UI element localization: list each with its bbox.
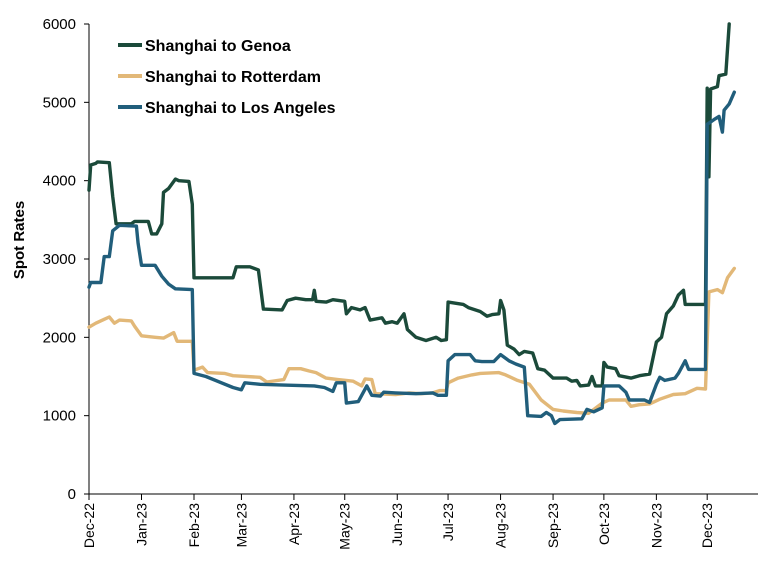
- x-tick-label: Aug-23: [493, 503, 509, 548]
- x-tick-label: Sep-23: [545, 503, 561, 548]
- y-tick-label: 3000: [43, 251, 76, 268]
- y-tick-label: 4000: [43, 173, 76, 190]
- series-line-1: [87, 22, 731, 388]
- x-tick-label: Jul-23: [440, 503, 456, 541]
- x-tick-label: Dec-22: [81, 503, 97, 548]
- y-tick-label: 6000: [43, 16, 76, 33]
- x-tick-label: Jun-23: [389, 503, 405, 546]
- y-tick-label: 5000: [43, 94, 76, 111]
- x-tick-label: Nov-23: [648, 503, 664, 548]
- legend: Shanghai to Genoa Shanghai to Rotterdam Sh…: [118, 38, 336, 117]
- y-tick-label: 0: [68, 486, 76, 503]
- x-tick-label: Mar-23: [233, 503, 249, 548]
- x-tick-label: Dec-23: [699, 503, 715, 548]
- legend-label-2: Shanghai to Rotterdam: [145, 69, 321, 86]
- x-tick-label: May-23: [337, 503, 353, 550]
- x-tick-label: Feb-23: [186, 503, 202, 548]
- y-tick-label: 2000: [43, 329, 76, 346]
- series-lines: [87, 22, 736, 426]
- axes: 0 1000 2000 3000 4000 5000 6000 Dec-22 Jan-23 Feb…: [43, 16, 758, 550]
- y-axis-label: Spot Rates: [11, 201, 28, 279]
- legend-label-3: Shanghai to Los Angeles: [145, 100, 336, 117]
- series-line-3: [87, 90, 736, 426]
- x-tick-label: Apr-23: [286, 503, 302, 545]
- legend-label-1: Shanghai to Genoa: [145, 38, 291, 55]
- y-tick-label: 1000: [43, 408, 76, 425]
- x-tick-label: Jan-23: [134, 503, 150, 546]
- x-tick-label: Oct-23: [596, 503, 612, 545]
